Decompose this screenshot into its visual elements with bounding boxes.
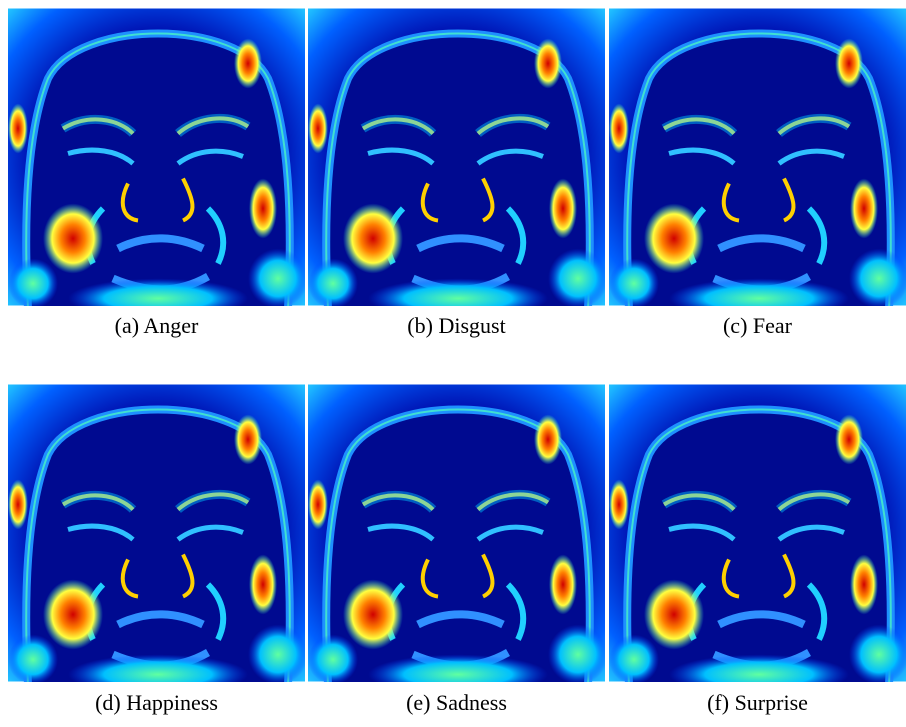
heatmap-image <box>609 385 906 695</box>
panels: (a) Anger (b) Disgust (c) Fear (d) Happines… <box>8 9 906 716</box>
panel-caption: (c) Fear <box>723 313 793 338</box>
heatmap-image <box>308 385 608 695</box>
panel-caption: (e) Sadness <box>406 690 507 715</box>
panel-caption: (a) Anger <box>115 313 199 338</box>
panel-caption: (f) Surprise <box>707 690 808 715</box>
panel-caption: (b) Disgust <box>407 313 505 338</box>
heatmap-image <box>308 9 608 319</box>
figure: (a) Anger (b) Disgust (c) Fear (d) Happines… <box>0 0 906 727</box>
heatmap-image <box>609 9 906 319</box>
heatmap-image <box>8 385 308 695</box>
panel-caption: (d) Happiness <box>95 690 218 715</box>
heatmap-image <box>8 9 308 319</box>
